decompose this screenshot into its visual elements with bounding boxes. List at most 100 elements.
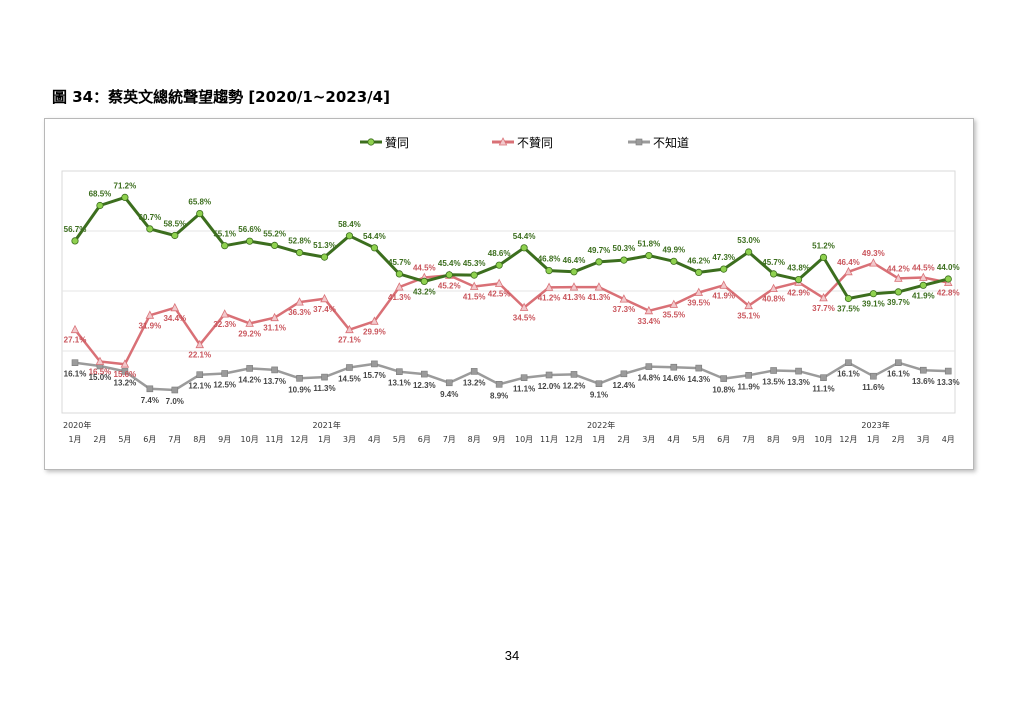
- disapprove-point: [345, 324, 354, 334]
- data-label-disapprove: 41.3%: [388, 293, 411, 302]
- data-label-approve: 54.4%: [363, 232, 386, 241]
- x-tick-label: 1月: [867, 435, 880, 444]
- data-label-disapprove: 22.1%: [188, 351, 211, 360]
- x-tick-label: 8月: [767, 435, 780, 444]
- disapprove-point: [395, 282, 404, 291]
- year-label: 2023年: [861, 420, 889, 430]
- x-tick-label: 11月: [266, 435, 284, 444]
- data-label-disapprove: 41.3%: [588, 293, 611, 302]
- x-tick-label: 9月: [493, 435, 506, 444]
- data-label-unknown: 16.1%: [64, 370, 87, 379]
- legend-marker-disapprove: [498, 137, 508, 146]
- disapprove-point: [819, 293, 828, 302]
- data-label-approve: 37.5%: [837, 305, 860, 314]
- approve-point: [695, 268, 703, 276]
- x-tick-label: 3月: [642, 435, 655, 444]
- approve-point: [819, 253, 828, 261]
- data-label-unknown: 10.9%: [288, 385, 311, 394]
- approve-point: [844, 294, 853, 303]
- unknown-point: [371, 360, 378, 368]
- disapprove-point: [519, 302, 529, 311]
- chart-container: 贊同 不贊同 不知道 56.7% 68.5% 71.2% 60.7% 58.5% 65.8% 55…: [44, 118, 974, 470]
- disapprove-point: [844, 266, 853, 276]
- data-label-disapprove: 16.5%: [89, 368, 112, 377]
- data-label-disapprove: 36.3%: [288, 308, 311, 317]
- approve-point: [395, 270, 403, 278]
- approve-point: [271, 241, 279, 250]
- data-label-approve: 55.1%: [213, 230, 236, 239]
- approve-point: [520, 244, 528, 252]
- disapprove-point: [544, 282, 554, 291]
- unknown-point: [944, 367, 952, 375]
- data-label-disapprove: 37.3%: [613, 305, 636, 314]
- data-label-unknown: 14.3%: [687, 375, 710, 384]
- data-label-unknown: 13.2%: [114, 378, 137, 387]
- disapprove-point: [644, 305, 654, 315]
- data-label-unknown: 8.9%: [490, 391, 508, 400]
- unknown-point: [919, 366, 927, 374]
- data-label-approve: 39.7%: [887, 298, 910, 307]
- disapprove-point: [744, 300, 753, 310]
- approve-point: [570, 268, 578, 276]
- unknown-point: [645, 363, 653, 370]
- unknown-point: [171, 386, 179, 394]
- disapprove-point: [669, 299, 679, 308]
- x-tick-label: 9月: [792, 435, 805, 444]
- disapprove-point: [894, 273, 903, 282]
- data-label-disapprove: 41.2%: [538, 293, 561, 302]
- data-label-disapprove: 45.2%: [438, 281, 461, 290]
- unknown-point: [146, 385, 154, 393]
- data-label-approve: 49.7%: [588, 246, 611, 255]
- disapprove-point: [270, 312, 279, 322]
- data-label-disapprove: 32.3%: [213, 320, 236, 329]
- x-tick-label: 5月: [692, 435, 705, 444]
- data-label-approve: 47.3%: [712, 253, 735, 262]
- data-label-approve: 49.9%: [662, 245, 685, 254]
- x-tick-label: 3月: [343, 435, 356, 444]
- approve-point: [495, 261, 503, 269]
- unknown-point: [221, 370, 228, 377]
- data-label-disapprove: 41.5%: [463, 293, 486, 302]
- data-label-unknown: 13.3%: [937, 378, 960, 387]
- data-label-approve: 41.9%: [912, 291, 935, 300]
- disapprove-point: [95, 356, 105, 365]
- approve-point: [420, 277, 428, 285]
- data-label-approve: 54.4%: [513, 232, 536, 241]
- approve-point: [595, 258, 603, 266]
- unknown-point: [246, 365, 253, 372]
- unknown-point: [845, 359, 852, 366]
- disapprove-point: [120, 359, 130, 368]
- data-label-approve: 56.7%: [64, 225, 87, 234]
- x-tick-label: 12月: [565, 435, 583, 444]
- approve-point: [944, 275, 952, 283]
- unknown-point: [870, 372, 877, 380]
- x-tick-label: 4月: [368, 435, 381, 444]
- data-label-unknown: 12.4%: [613, 381, 636, 390]
- x-tick-label: 9月: [218, 435, 231, 444]
- data-label-disapprove: 37.7%: [812, 304, 835, 313]
- data-label-approve: 48.6%: [488, 249, 511, 258]
- data-label-approve: 46.4%: [563, 256, 586, 265]
- data-label-disapprove: 29.9%: [363, 327, 386, 336]
- unknown-point: [720, 375, 728, 382]
- data-label-unknown: 10.8%: [712, 386, 735, 395]
- data-label-disapprove: 34.4%: [163, 314, 186, 323]
- approve-point: [171, 231, 179, 240]
- data-label-approve: 68.5%: [89, 190, 112, 199]
- unknown-point: [895, 359, 902, 366]
- disapprove-point: [245, 318, 254, 327]
- data-label-unknown: 13.1%: [388, 379, 411, 388]
- approval-trend-chart: 贊同 不贊同 不知道 56.7% 68.5%71.2% 60.7%58.5% 65.8% 55…: [61, 136, 960, 444]
- data-label-disapprove: 37.4%: [313, 305, 336, 314]
- unknown-point: [321, 373, 328, 381]
- approve-point: [769, 270, 778, 278]
- data-label-disapprove: 31.1%: [263, 324, 286, 333]
- data-label-disapprove: 34.5%: [513, 314, 536, 323]
- approve-point: [295, 249, 304, 257]
- x-tick-label: 12月: [290, 435, 308, 444]
- disapprove-point: [469, 281, 479, 290]
- legend-marker-unknown: [635, 138, 643, 146]
- x-tick-label: 1月: [592, 435, 605, 444]
- approve-point: [246, 237, 254, 245]
- disapprove-point: [145, 310, 155, 319]
